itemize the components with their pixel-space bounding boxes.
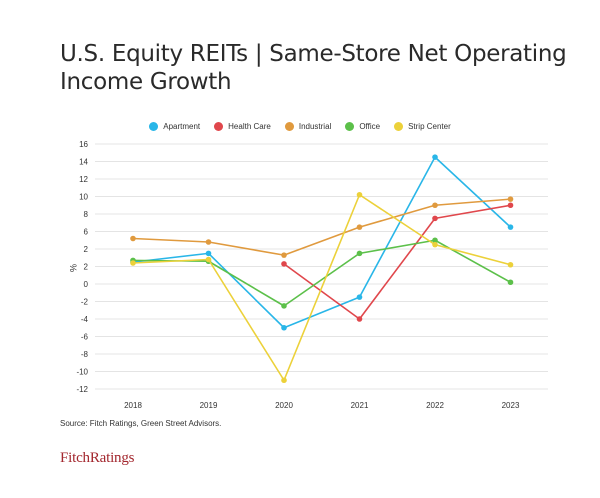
y-tick-label: -10	[76, 368, 88, 377]
data-point-strip-center	[507, 261, 514, 268]
data-point-apartment	[356, 294, 363, 300]
data-point-office	[432, 237, 438, 244]
y-axis-label: %	[68, 264, 78, 272]
y-tick-label: -2	[81, 298, 89, 307]
data-point-industrial	[130, 235, 136, 242]
legend-item: Industrial	[284, 122, 332, 131]
data-point-apartment	[432, 154, 438, 160]
y-tick-label: 12	[79, 175, 88, 184]
y-tick-label: 2	[84, 263, 89, 272]
y-tick-label: -4	[81, 315, 89, 324]
legend-item: Health Care	[214, 122, 271, 131]
y-tick-label: 10	[79, 193, 88, 202]
data-point-office	[281, 303, 287, 309]
y-tick-label: -6	[81, 333, 89, 342]
series-line-apartment	[132, 156, 512, 329]
legend-label: Industrial	[298, 122, 332, 131]
y-tick-label: 8	[84, 210, 89, 219]
y-tick-label: 0	[84, 280, 89, 289]
data-point-health-care	[281, 261, 287, 267]
x-tick-label: 2019	[200, 401, 218, 410]
legend-item: Office	[345, 122, 380, 131]
data-point-health-care	[356, 316, 363, 322]
source-note: Source: Fitch Ratings, Green Street Advi…	[60, 419, 222, 428]
data-point-health-care	[507, 202, 514, 209]
legend-item: Strip Center	[394, 122, 451, 131]
legend-swatch	[284, 122, 294, 131]
legend-label: Apartment	[163, 122, 201, 131]
y-tick-label: -8	[81, 350, 89, 359]
x-tick-label: 2023	[502, 401, 520, 410]
legend-swatch	[214, 122, 224, 131]
x-tick-label: 2022	[426, 401, 444, 410]
data-point-apartment	[281, 324, 287, 331]
series-line-strip-center	[132, 193, 511, 382]
legend-label: Strip Center	[408, 122, 451, 131]
data-point-industrial	[507, 196, 514, 202]
legend-swatch	[394, 122, 404, 131]
x-tick-label: 2020	[275, 401, 293, 410]
data-point-industrial	[281, 252, 287, 258]
data-point-strip-center	[356, 191, 363, 198]
legend-label: Office	[359, 122, 381, 131]
data-point-strip-center	[432, 241, 438, 248]
series-line-health-care	[283, 204, 511, 320]
chart-title: U.S. Equity REITs | Same-Store Net Opera…	[60, 41, 567, 95]
data-point-strip-center	[205, 256, 212, 263]
y-tick-label: 2	[84, 245, 89, 254]
y-tick-label: 6	[84, 228, 89, 237]
data-point-apartment	[507, 224, 514, 230]
data-point-health-care	[432, 215, 438, 222]
legend: Apartment Health Care Industrial Office Stri…	[0, 122, 600, 131]
brand-logo: FitchRatings	[60, 450, 135, 466]
data-point-apartment	[205, 250, 212, 257]
data-point-industrial	[356, 224, 363, 230]
data-point-strip-center	[281, 377, 287, 384]
legend-swatch	[149, 122, 159, 131]
y-tick-label: 16	[79, 140, 88, 149]
y-tick-label: 14	[79, 158, 88, 167]
series-line-industrial	[132, 198, 511, 256]
legend-label: Health Care	[228, 122, 271, 131]
data-point-office	[507, 279, 514, 286]
x-tick-label: 2018	[124, 401, 142, 410]
legend-item: Apartment	[149, 122, 200, 131]
x-tick-label: 2021	[351, 401, 369, 410]
legend-swatch	[345, 122, 355, 131]
data-point-office	[356, 250, 363, 257]
data-point-industrial	[432, 202, 438, 209]
data-point-industrial	[205, 239, 212, 245]
y-tick-label: -12	[76, 385, 88, 394]
data-point-strip-center	[130, 260, 136, 266]
